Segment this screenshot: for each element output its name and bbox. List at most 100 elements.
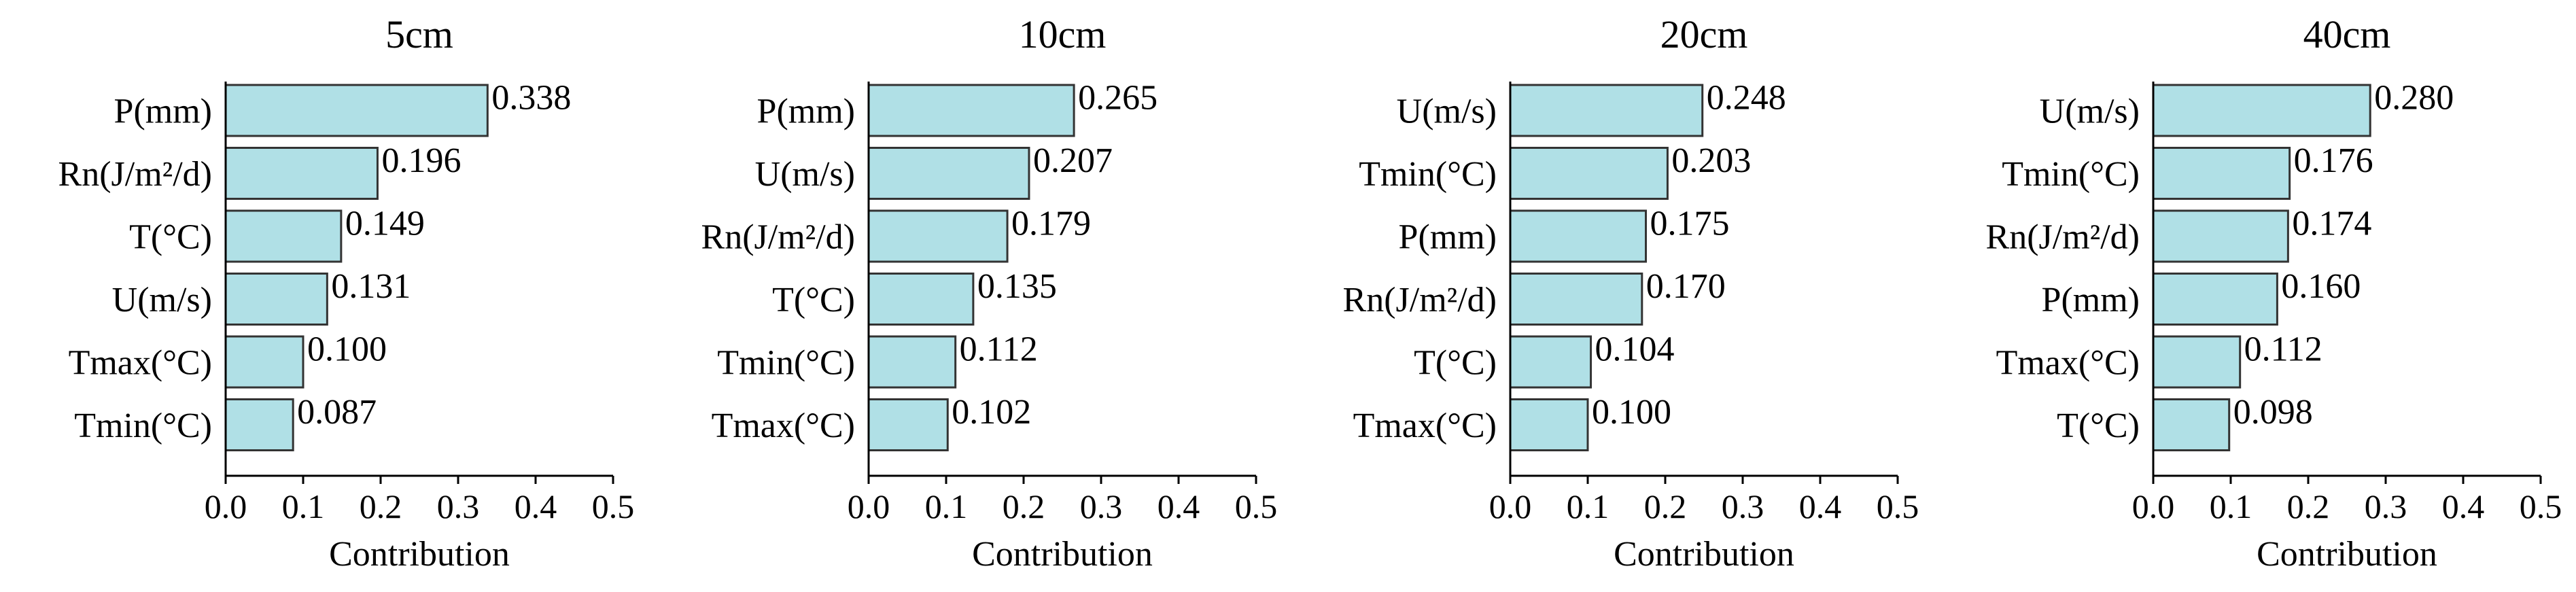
x-tick-label: 0.0 xyxy=(2132,487,2175,525)
data-label: 0.265 xyxy=(1078,79,1158,118)
chart-title: 20cm xyxy=(1660,12,1748,56)
bar xyxy=(2152,335,2242,389)
chart-panel-0: 5cm P(mm) 0.338 Rn(J/m²/d) 0.196 T(°C) 0.149 U(… xyxy=(58,12,635,574)
x-tick-label: 0.2 xyxy=(1644,487,1687,525)
x-tick-label: 0.1 xyxy=(2210,487,2252,525)
data-label: 0.149 xyxy=(345,205,425,243)
data-label: 0.098 xyxy=(2233,393,2313,432)
category-label: Tmax(°C) xyxy=(1996,344,2140,383)
category-label: U(m/s) xyxy=(755,155,855,194)
category-label: Rn(J/m²/d) xyxy=(1343,281,1497,319)
x-axis-label: Contribution xyxy=(2257,535,2437,574)
data-label: 0.203 xyxy=(1671,141,1751,180)
category-label: Rn(J/m²/d) xyxy=(1986,218,2140,257)
chart-panel-2: 20cm U(m/s) 0.248 Tmin(°C) 0.203 P(mm) 0.175 Rn… xyxy=(1343,12,1919,574)
x-tick-label: 0.0 xyxy=(848,487,890,525)
category-label: T(°C) xyxy=(1414,344,1497,383)
bar xyxy=(224,147,379,200)
x-tick-label: 0.3 xyxy=(1080,487,1123,525)
category-label: Rn(J/m²/d) xyxy=(58,155,212,194)
chart-panel-3: 40cm U(m/s) 0.280 Tmin(°C) 0.176 Rn(J/m²/d) 0.… xyxy=(1986,12,2562,574)
x-axis-label: Contribution xyxy=(972,535,1153,574)
x-tick-label: 0.4 xyxy=(515,487,557,525)
bar xyxy=(867,273,975,326)
data-label: 0.174 xyxy=(2292,205,2371,243)
data-label: 0.175 xyxy=(1650,205,1730,243)
bar xyxy=(2152,398,2231,451)
x-tick-label: 0.4 xyxy=(1158,487,1200,525)
x-tick-label: 0.3 xyxy=(2365,487,2407,525)
category-label: P(mm) xyxy=(757,92,855,131)
bar xyxy=(867,398,949,451)
bar xyxy=(224,335,304,389)
category-label: T(°C) xyxy=(2057,406,2140,445)
bar xyxy=(2152,209,2289,263)
x-tick-label: 0.2 xyxy=(360,487,402,525)
x-axis-label: Contribution xyxy=(329,535,510,574)
x-tick-label: 0.5 xyxy=(1877,487,1919,525)
category-label: P(mm) xyxy=(2042,281,2140,319)
x-tick-label: 0.5 xyxy=(2520,487,2562,525)
data-label: 0.248 xyxy=(1707,79,1786,118)
bar xyxy=(1509,84,1704,137)
data-label: 0.176 xyxy=(2294,141,2373,180)
category-label: Tmax(°C) xyxy=(712,406,855,445)
bar xyxy=(224,398,294,451)
data-label: 0.100 xyxy=(307,330,387,369)
bar xyxy=(867,335,957,389)
bar xyxy=(2152,273,2278,326)
bar xyxy=(1509,335,1592,389)
category-label: Tmax(°C) xyxy=(1353,406,1497,445)
data-label: 0.160 xyxy=(2281,267,2361,306)
bar xyxy=(867,147,1030,200)
data-label: 0.112 xyxy=(960,330,1038,369)
data-label: 0.135 xyxy=(977,267,1057,306)
bar xyxy=(224,84,489,137)
data-label: 0.207 xyxy=(1033,141,1113,180)
x-tick-label: 0.4 xyxy=(2442,487,2485,525)
category-label: Tmin(°C) xyxy=(717,344,855,383)
category-label: U(m/s) xyxy=(112,281,212,319)
category-label: T(°C) xyxy=(772,281,855,319)
category-label: T(°C) xyxy=(129,218,212,257)
x-tick-label: 0.0 xyxy=(1489,487,1532,525)
category-label: P(mm) xyxy=(1399,218,1497,257)
data-label: 0.100 xyxy=(1592,393,1671,432)
category-label: Tmin(°C) xyxy=(2002,155,2140,194)
x-tick-label: 0.4 xyxy=(1799,487,1842,525)
x-tick-label: 0.1 xyxy=(1567,487,1609,525)
data-label: 0.196 xyxy=(381,141,461,180)
x-tick-label: 0.3 xyxy=(1722,487,1764,525)
chart-title: 5cm xyxy=(385,12,453,56)
category-label: Rn(J/m²/d) xyxy=(701,218,855,257)
x-tick-label: 0.5 xyxy=(592,487,635,525)
x-tick-label: 0.1 xyxy=(925,487,968,525)
data-label: 0.338 xyxy=(491,79,571,118)
bar xyxy=(224,273,328,326)
x-tick-label: 0.1 xyxy=(282,487,325,525)
category-label: P(mm) xyxy=(114,92,212,131)
category-label: Tmax(°C) xyxy=(69,344,212,383)
bar xyxy=(1509,209,1647,263)
x-tick-label: 0.2 xyxy=(1003,487,1045,525)
data-label: 0.170 xyxy=(1646,267,1726,306)
bar xyxy=(2152,84,2371,137)
data-label: 0.104 xyxy=(1595,330,1675,369)
category-label: U(m/s) xyxy=(2040,92,2140,131)
bar xyxy=(224,209,343,263)
x-tick-label: 0.3 xyxy=(437,487,480,525)
category-label: Tmin(°C) xyxy=(1359,155,1497,194)
bar xyxy=(2152,147,2291,200)
bar xyxy=(1509,147,1669,200)
data-label: 0.102 xyxy=(952,393,1031,432)
category-label: Tmin(°C) xyxy=(74,406,212,445)
chart-title: 40cm xyxy=(2303,12,2391,56)
x-axis-label: Contribution xyxy=(1614,535,1794,574)
data-label: 0.087 xyxy=(297,393,377,432)
chart-title: 10cm xyxy=(1019,12,1107,56)
x-tick-label: 0.2 xyxy=(2287,487,2330,525)
bar xyxy=(867,84,1075,137)
data-label: 0.179 xyxy=(1011,205,1091,243)
